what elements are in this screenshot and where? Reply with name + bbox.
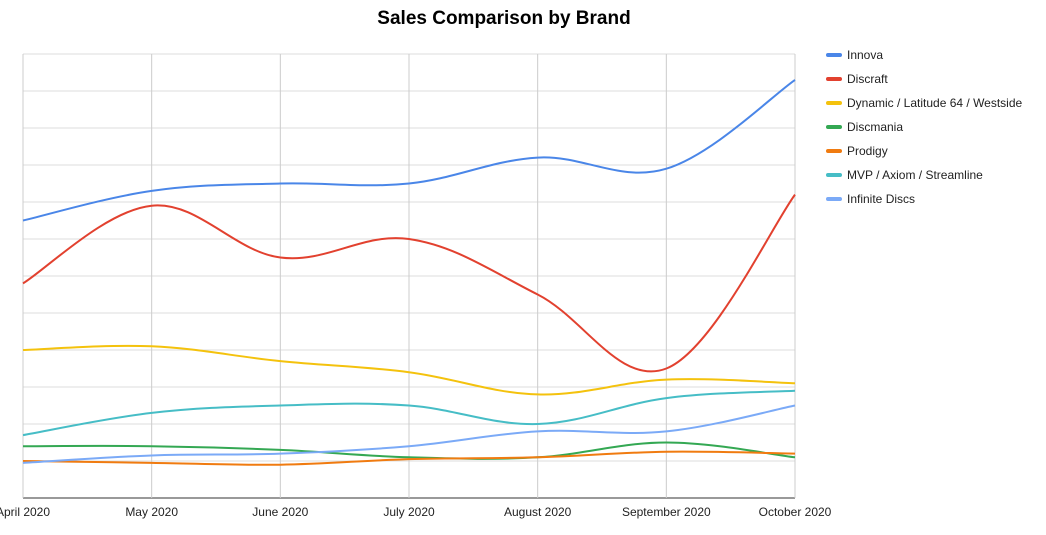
- series-line: [22, 79, 796, 222]
- legend-label: Infinite Discs: [847, 192, 915, 206]
- x-axis-ticks: April 2020 May 2020 June 2020 July 2020 Augu…: [0, 505, 832, 519]
- series-line: [22, 344, 796, 396]
- legend-label: Discmania: [847, 120, 903, 134]
- x-tick-label: September 2020: [622, 505, 711, 519]
- x-tick-label: August 2020: [504, 505, 572, 519]
- x-tick-label: May 2020: [125, 505, 178, 519]
- legend-label: Discraft: [847, 72, 888, 86]
- legend: Innova Discraft Dynamic / Latitude 64 / We…: [826, 48, 1023, 206]
- series-lines: [22, 79, 796, 466]
- series-line: [22, 441, 796, 460]
- grid-lines: [22, 53, 796, 499]
- series-line: [22, 194, 796, 373]
- legend-label: MVP / Axiom / Streamline: [847, 168, 983, 182]
- legend-label: Prodigy: [847, 144, 888, 158]
- x-tick-label: October 2020: [759, 505, 832, 519]
- x-tick-label: June 2020: [252, 505, 308, 519]
- x-tick-label: July 2020: [383, 505, 435, 519]
- series-line: [22, 404, 796, 464]
- legend-label: Innova: [847, 48, 883, 62]
- legend-label: Dynamic / Latitude 64 / Westside: [847, 96, 1023, 110]
- series-line: [22, 389, 796, 437]
- chart-title: Sales Comparison by Brand: [377, 8, 630, 29]
- series-line: [22, 450, 796, 466]
- x-tick-label: April 2020: [0, 505, 50, 519]
